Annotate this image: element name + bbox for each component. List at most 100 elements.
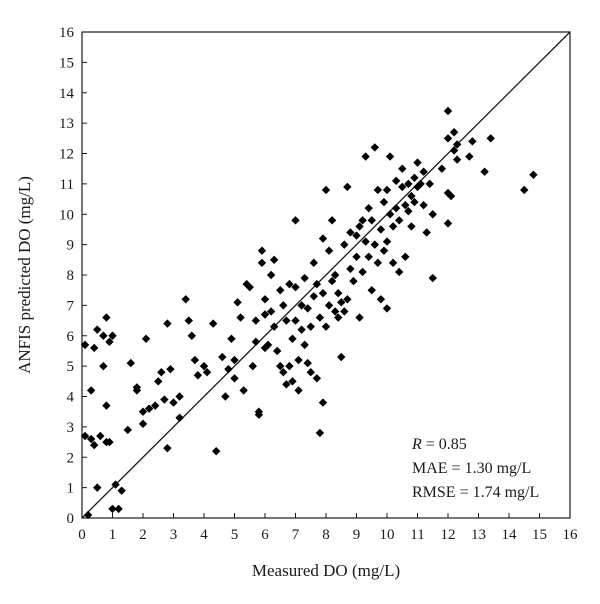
data-point [364, 252, 373, 261]
data-point [327, 276, 337, 286]
data-point [315, 428, 325, 438]
data-point [212, 446, 221, 456]
data-point [138, 419, 148, 429]
x-tick-label: 8 [322, 527, 330, 543]
data-point [312, 374, 322, 383]
data-point [340, 307, 349, 316]
data-point [376, 225, 386, 234]
y-tick-label: 0 [67, 511, 75, 527]
data-point [86, 434, 96, 444]
data-point [266, 270, 276, 280]
stat-mae: MAE = 1.30 mg/L [412, 460, 531, 477]
data-point [105, 437, 114, 447]
y-tick-label: 11 [60, 177, 74, 193]
data-point [93, 483, 102, 492]
data-point [108, 504, 117, 514]
data-point [324, 246, 334, 255]
data-point [376, 295, 386, 304]
data-point [218, 352, 227, 362]
data-point [373, 185, 383, 195]
data-point [382, 185, 392, 195]
data-point [269, 255, 279, 265]
data-point [266, 307, 276, 316]
data-point [83, 510, 93, 520]
data-point [330, 307, 340, 316]
data-point [279, 301, 288, 310]
x-tick-label: 15 [532, 527, 547, 543]
data-point [309, 258, 318, 268]
data-point [297, 325, 306, 334]
data-point [385, 152, 395, 161]
x-axis-ticks: 0 1 2 3 4 5 6 7 8 9 10 11 12 13 14 15 16 [78, 513, 578, 543]
data-point [520, 185, 529, 195]
x-tick-label: 14 [502, 527, 518, 543]
data-point [257, 258, 267, 268]
data-point [163, 319, 172, 328]
data-point [321, 185, 331, 195]
data-point [401, 252, 410, 261]
y-tick-label: 10 [59, 207, 74, 223]
data-point [245, 282, 254, 292]
data-point [303, 358, 312, 368]
data-point [364, 203, 373, 213]
y-tick-label: 13 [59, 116, 74, 132]
data-point [437, 164, 447, 173]
stat-rmse: RMSE = 1.74 mg/L [412, 484, 539, 501]
data-point [273, 346, 282, 356]
data-point [391, 203, 401, 213]
data-point [163, 443, 172, 453]
data-point [169, 398, 178, 407]
data-point [291, 316, 300, 325]
x-tick-label: 13 [471, 527, 486, 543]
data-point [379, 197, 389, 207]
y-tick-label: 12 [59, 147, 74, 163]
data-point [480, 167, 489, 176]
stat-r-value: = 0.85 [422, 436, 467, 453]
data-point [404, 207, 413, 216]
y-tick-label: 6 [67, 329, 75, 345]
y-tick-label: 7 [67, 298, 75, 314]
data-point [425, 179, 434, 189]
data-point [306, 322, 315, 331]
data-point [315, 313, 325, 322]
data-point [352, 252, 361, 261]
data-point [416, 179, 425, 189]
data-point [340, 240, 349, 249]
data-point [157, 368, 166, 377]
data-point [449, 146, 459, 155]
data-point [321, 322, 331, 331]
data-point [343, 295, 352, 304]
data-point [181, 295, 190, 304]
data-point [355, 313, 364, 322]
data-point [102, 313, 111, 322]
data-point [337, 298, 346, 307]
data-point [449, 128, 459, 137]
data-point [443, 219, 453, 228]
data-point [446, 191, 456, 201]
data-point [318, 234, 328, 243]
data-point [361, 237, 370, 246]
data-point [230, 355, 239, 365]
data-point [260, 310, 270, 319]
data-point [254, 410, 264, 419]
data-point [260, 295, 270, 304]
data-point [208, 319, 218, 328]
y-tick-label: 8 [67, 268, 75, 284]
data-point [346, 228, 355, 237]
y-tick-label: 14 [59, 86, 75, 102]
data-point [358, 267, 367, 277]
data-point [276, 361, 285, 371]
data-point [251, 316, 261, 325]
data-point [428, 273, 437, 283]
data-point [151, 401, 160, 410]
data-point [419, 200, 428, 210]
data-point [263, 340, 273, 350]
data-point [443, 134, 453, 143]
y-tick-label: 3 [67, 420, 75, 436]
data-point [410, 197, 419, 207]
data-point [312, 279, 322, 289]
data-point [80, 340, 90, 350]
x-tick-label: 4 [200, 527, 208, 543]
x-axis-title: Measured DO (mg/L) [252, 561, 400, 580]
data-point [202, 368, 212, 377]
